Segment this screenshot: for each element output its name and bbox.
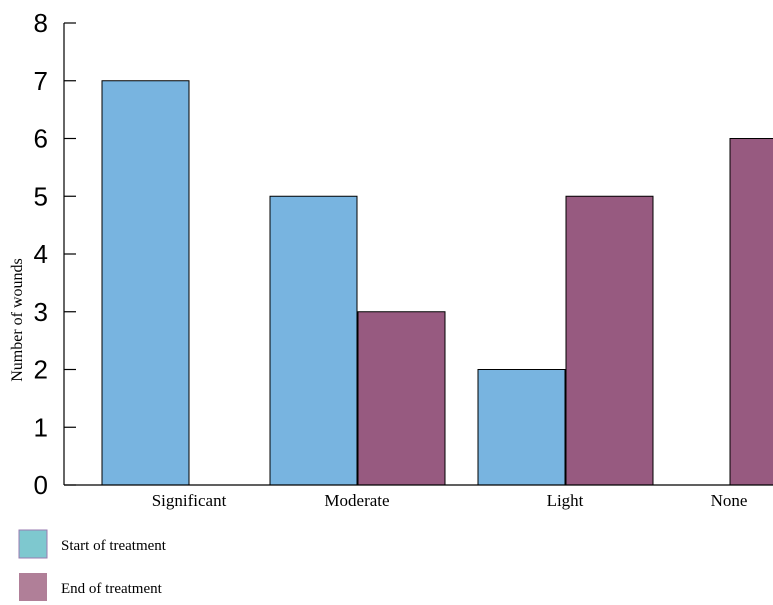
- y-tick-label: 2: [34, 355, 48, 385]
- y-tick-label: 4: [34, 239, 48, 269]
- legend-label: Start of treatment: [61, 538, 167, 554]
- x-category-label: Significant: [152, 491, 227, 510]
- x-category-label: None: [711, 491, 748, 510]
- x-category-label: Moderate: [324, 491, 389, 510]
- bar-start-moderate: [270, 196, 357, 485]
- legend-swatch: [19, 573, 47, 601]
- legend-swatch: [19, 530, 47, 558]
- y-tick-label: 5: [34, 181, 48, 211]
- y-tick-label: 0: [34, 470, 48, 500]
- bar-end-none: [730, 139, 773, 486]
- x-category-label: Light: [547, 491, 584, 510]
- bar-start-light: [478, 370, 565, 486]
- y-tick-label: 3: [34, 297, 48, 327]
- y-tick-label: 1: [34, 412, 48, 442]
- y-tick-label: 6: [34, 124, 48, 154]
- y-tick-label: 7: [34, 66, 48, 96]
- y-tick-label: 8: [34, 8, 48, 38]
- bar-start-significant: [102, 81, 189, 485]
- bar-end-moderate: [358, 312, 445, 485]
- bar-end-light: [566, 196, 653, 485]
- x-category-labels: Significant Moderate Light None: [152, 491, 748, 510]
- bars-layer: [102, 81, 773, 485]
- legend: Start of treatment End of treatment: [19, 530, 167, 601]
- y-ticks: 0 1 2 3 4 5 6 7 8: [34, 8, 76, 500]
- legend-label: End of treatment: [61, 581, 163, 597]
- y-axis-label: Number of wounds: [9, 258, 26, 382]
